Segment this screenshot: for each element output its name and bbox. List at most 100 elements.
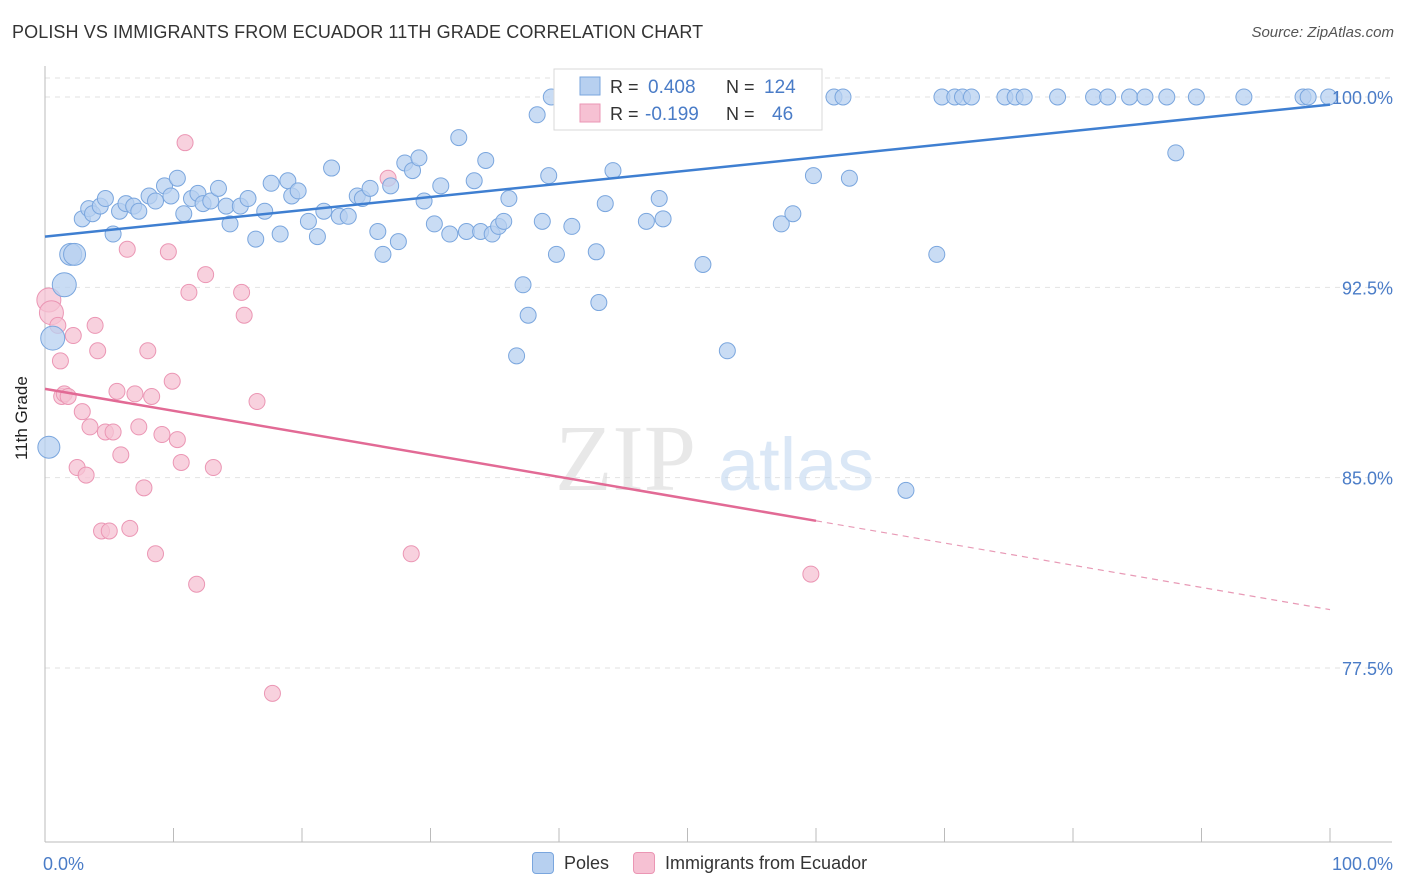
ecuador-point [73, 403, 91, 421]
legend-swatch-ecuador [579, 103, 601, 123]
poles-point [1085, 88, 1103, 106]
tick-labels: 77.5% 85.0% 92.5% 100.0% 0.0% 100.0% [43, 88, 1393, 874]
chart-source: Source: ZipAtlas.com [1251, 24, 1394, 41]
legend-swatch-poles [579, 76, 601, 96]
poles-point [339, 207, 357, 225]
ecuador-point [89, 342, 107, 360]
trend-lines [44, 103, 1331, 611]
poles-point [500, 190, 518, 208]
ecuador-point [130, 418, 148, 436]
ecuador-point [108, 382, 126, 400]
ecuador-point [139, 342, 157, 360]
legend-n-label-ecuador: N = [726, 104, 755, 124]
poles-point [369, 223, 387, 241]
poles-point [441, 225, 459, 243]
legend-n-label-poles: N = [726, 77, 755, 97]
poles-point [1136, 88, 1154, 106]
poles-point [637, 212, 655, 230]
legend-item-poles: Poles [532, 852, 609, 874]
ecuador-point [143, 387, 161, 405]
ecuador-point [248, 393, 266, 411]
ecuador-point [802, 565, 820, 583]
legend-label-ecuador: Immigrants from Ecuador [665, 852, 868, 873]
poles-point [547, 245, 565, 263]
poles-point [540, 167, 558, 185]
x-tick-label-min: 0.0% [43, 854, 84, 874]
poles-point [804, 167, 822, 185]
ecuador-point [118, 240, 136, 258]
poles-point [37, 435, 61, 459]
ecuador-point [112, 446, 130, 464]
poles-point [514, 276, 532, 294]
poles-point [289, 182, 307, 200]
ecuador-swatch-icon [633, 852, 656, 874]
poles-point [834, 88, 852, 106]
poles-point [563, 217, 581, 235]
poles-point [96, 190, 114, 208]
poles-point [1158, 88, 1176, 106]
poles-point [147, 192, 165, 210]
poles-point [477, 151, 495, 169]
ecuador-points [36, 134, 820, 702]
poles-point [450, 129, 468, 147]
poles-point [897, 481, 915, 499]
poles-point [221, 215, 239, 233]
poles-point [308, 228, 326, 246]
ecuador-point [159, 243, 177, 261]
poles-point [432, 177, 450, 195]
poles-point [247, 230, 265, 248]
poles-point [784, 205, 802, 223]
poles-point [587, 243, 605, 261]
legend-r-value-ecuador: -0.199 [645, 104, 699, 125]
poles-point [162, 187, 180, 205]
ecuador-trend-extension [815, 520, 1331, 611]
poles-point [596, 195, 614, 213]
poles-point [410, 149, 428, 167]
ecuador-point [126, 385, 144, 403]
ecuador-trend-line [44, 387, 817, 523]
legend-box: R = 0.408 N = 124 R = -0.199 N = 46 [553, 68, 823, 131]
poles-point [1121, 88, 1139, 106]
poles-point [528, 106, 546, 124]
poles-point [604, 162, 622, 180]
poles-point [519, 306, 537, 324]
ecuador-point [51, 352, 69, 370]
legend-n-value-ecuador: 46 [772, 104, 793, 125]
poles-point [1299, 88, 1317, 106]
poles-swatch-icon [532, 852, 554, 874]
ecuador-point [197, 266, 215, 284]
poles-point [495, 212, 513, 230]
poles-point [130, 202, 148, 220]
ecuador-point [163, 372, 181, 390]
y-tick-label: 100.0% [1332, 88, 1393, 108]
poles-trend-line [44, 103, 1331, 238]
ecuador-point [180, 283, 198, 301]
ecuador-point [147, 545, 165, 563]
x-tick-label-max: 100.0% [1332, 854, 1393, 874]
ecuador-point [135, 479, 153, 497]
poles-point [262, 174, 280, 192]
poles-point [239, 190, 257, 208]
legend-r-value-poles: 0.408 [648, 77, 696, 98]
y-tick-label: 77.5% [1342, 659, 1393, 679]
ecuador-point [235, 306, 253, 324]
poles-point [457, 223, 475, 241]
poles-point [415, 192, 433, 210]
poles-point [840, 169, 858, 187]
poles-point [374, 245, 392, 263]
y-tick-label: 92.5% [1342, 278, 1393, 298]
ecuador-point [176, 134, 194, 152]
poles-point [465, 172, 483, 190]
poles-point [299, 212, 317, 230]
legend-r-label-poles: R = [610, 77, 639, 97]
chart-title: POLISH VS IMMIGRANTS FROM ECUADOR 11TH G… [12, 22, 704, 42]
ecuador-point [104, 423, 122, 441]
poles-point [425, 215, 443, 233]
poles-point [650, 190, 668, 208]
ecuador-point [188, 575, 206, 593]
poles-point [256, 202, 274, 220]
poles-point [361, 179, 379, 197]
ecuador-point [153, 426, 171, 444]
ecuador-point [172, 453, 190, 471]
ecuador-point [81, 418, 99, 436]
